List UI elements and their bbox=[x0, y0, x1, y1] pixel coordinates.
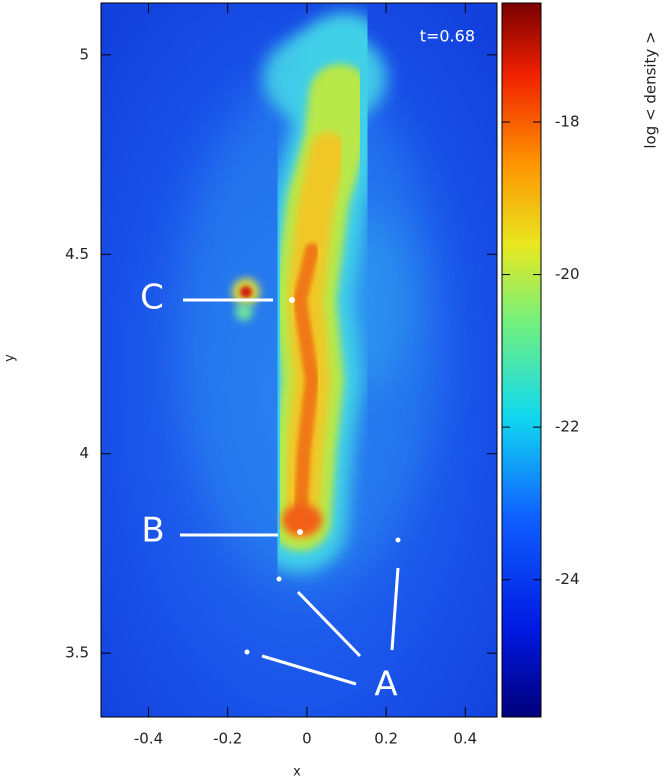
pointer-lines bbox=[180, 298, 400, 686]
annotation: B bbox=[141, 511, 164, 551]
clump bbox=[235, 303, 253, 321]
core bbox=[282, 504, 322, 536]
x-tick-label: -0.2 bbox=[213, 730, 242, 748]
sink bbox=[395, 537, 401, 543]
pointer bbox=[261, 654, 357, 686]
colorbar-label: log < density > bbox=[642, 31, 660, 148]
x-tick-label: 0.4 bbox=[453, 730, 477, 748]
filament-core bbox=[292, 243, 320, 532]
colorbar-tick-label: -24 bbox=[555, 570, 580, 588]
y-tick-label: 4.5 bbox=[65, 245, 89, 263]
time-label: t=0.68 bbox=[420, 27, 475, 46]
y-tick-label: 5 bbox=[79, 45, 89, 63]
sink bbox=[289, 297, 295, 303]
x-tick-label: -0.4 bbox=[134, 730, 163, 748]
y-tick-label: 4 bbox=[79, 444, 89, 462]
annotation: C bbox=[140, 278, 164, 318]
colorbar-tick-label: -22 bbox=[555, 418, 580, 436]
plot-frame bbox=[100, 2, 498, 718]
y-tick-label: 3.5 bbox=[65, 644, 89, 662]
y-axis-label: y bbox=[3, 354, 18, 362]
pointer bbox=[390, 567, 400, 651]
pointer bbox=[296, 590, 362, 658]
x-axis-label: x bbox=[293, 765, 301, 780]
x-tick-label: 0.2 bbox=[374, 730, 398, 748]
sink bbox=[276, 576, 282, 582]
sink-particles bbox=[244, 297, 401, 655]
sink bbox=[244, 649, 250, 655]
density-image: A B C t=0.68 bbox=[101, 3, 497, 717]
colorbar-tick-label: -18 bbox=[555, 113, 580, 131]
colorbar-tick-label: -20 bbox=[555, 265, 580, 283]
clump-core bbox=[240, 286, 252, 298]
colorbar bbox=[501, 2, 542, 718]
sink bbox=[297, 529, 303, 535]
x-tick-label: 0 bbox=[302, 730, 312, 748]
annotation: A bbox=[374, 665, 397, 705]
